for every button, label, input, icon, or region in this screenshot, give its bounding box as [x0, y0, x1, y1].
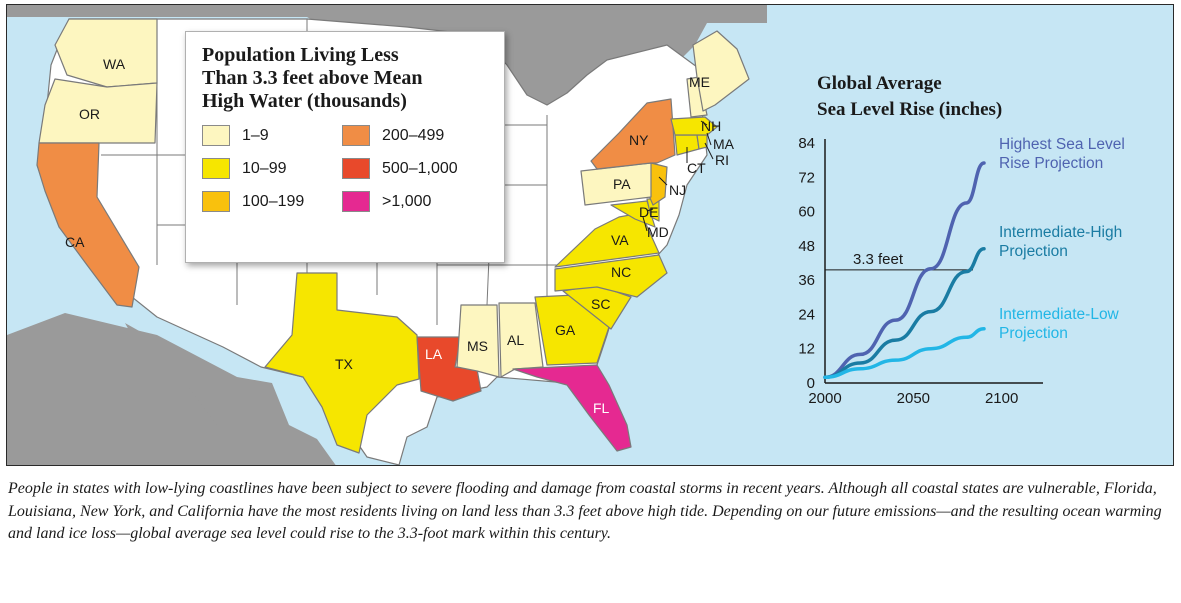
series-label: Intermediate-Low Projection	[999, 306, 1120, 342]
legend-label: 200–499	[382, 126, 445, 144]
legend-label: 1–9	[242, 126, 269, 144]
label-LA: LA	[425, 346, 443, 362]
legend-label: >1,000	[382, 192, 432, 210]
state-FL	[512, 364, 632, 452]
y-tick-label: 36	[798, 272, 815, 289]
x-tick-label: 2100	[985, 390, 1018, 407]
legend-item: >1,000	[342, 191, 492, 212]
chart-title-line: Sea Level Rise (inches)	[817, 99, 1002, 120]
series-label-line: Intermediate-High	[999, 224, 1122, 241]
legend-swatch	[202, 125, 230, 146]
legend-swatch	[342, 158, 370, 179]
label-TX: TX	[335, 356, 354, 372]
y-tick-label: 0	[807, 375, 815, 392]
y-tick-label: 48	[798, 238, 815, 255]
y-tick-label: 84	[798, 135, 815, 152]
threshold-label: 3.3 feet	[853, 251, 904, 268]
state-MA	[670, 116, 718, 136]
legend-item: 1–9	[202, 125, 342, 146]
label-GA: GA	[555, 322, 576, 338]
state-OR	[38, 78, 158, 144]
legend-title: Population Living Less Than 3.3 feet abo…	[202, 44, 423, 112]
series-label: Highest Sea Level Rise Projection	[999, 136, 1125, 172]
label-leader-lines	[642, 120, 714, 232]
map-legend: Population Living Less Than 3.3 feet abo…	[185, 31, 505, 263]
label-OR: OR	[79, 106, 100, 122]
label-FL: FL	[593, 400, 610, 416]
label-ME: ME	[689, 74, 710, 90]
legend-item: 200–499	[342, 125, 492, 146]
x-tick-label: 2000	[808, 390, 841, 407]
series-label-line: Projection	[999, 243, 1068, 260]
legend-item: 500–1,000	[342, 158, 492, 179]
chart-title: Global Average Sea Level Rise (inches)	[817, 73, 1002, 120]
y-tick-label: 24	[798, 306, 815, 323]
state-TX	[264, 272, 420, 454]
legend-swatch	[342, 125, 370, 146]
label-NH: NH	[701, 118, 721, 134]
label-MS: MS	[467, 338, 488, 354]
label-NC: NC	[611, 264, 631, 280]
label-CT: CT	[687, 160, 706, 176]
label-CA: CA	[65, 234, 85, 250]
series-label-line: Highest Sea Level	[999, 136, 1125, 153]
y-tick-label: 72	[798, 169, 815, 186]
baja-peninsula	[125, 323, 244, 465]
label-SC: SC	[591, 296, 610, 312]
label-PA: PA	[613, 176, 631, 192]
state-MS	[456, 304, 500, 378]
legend-swatch	[202, 191, 230, 212]
legend-label: 100–199	[242, 192, 305, 210]
chart-marks: 3.3 feet Highest Sea Level Rise Projection…	[823, 136, 1125, 380]
series-label-line: Intermediate-Low	[999, 306, 1120, 323]
state-NC	[554, 254, 668, 298]
label-MA: MA	[713, 136, 735, 152]
legend-swatch	[342, 191, 370, 212]
chart-title-line: Global Average	[817, 73, 942, 94]
x-tick-label: 2050	[897, 390, 930, 407]
label-VA: VA	[611, 232, 629, 248]
legend-swatch	[202, 158, 230, 179]
series-label: Intermediate-High Projection	[999, 224, 1122, 260]
series-line	[823, 246, 986, 380]
sea-level-chart: Global Average Sea Level Rise (inches) 0 1…	[798, 73, 1125, 407]
label-MD: MD	[647, 224, 669, 240]
label-DE: DE	[639, 204, 658, 220]
label-AL: AL	[507, 332, 524, 348]
state-NY	[590, 98, 676, 170]
legend-label: 10–99	[242, 159, 287, 177]
label-RI: RI	[715, 152, 729, 168]
legend-label: 500–1,000	[382, 159, 458, 177]
legend-item: 100–199	[202, 191, 342, 212]
y-tick-label: 12	[798, 341, 815, 358]
label-NJ: NJ	[669, 182, 686, 198]
y-tick-label: 60	[798, 204, 815, 221]
chart-axes: 0 12 24 36 48 60 72 84 2000 2050 2100	[798, 135, 1043, 407]
legend-item: 10–99	[202, 158, 342, 179]
state-CA	[36, 142, 140, 308]
legend-items: 1–9 200–499 10–99 500–1,000 100–199 >1,000	[202, 125, 488, 212]
series-line	[823, 326, 986, 380]
series-label-line: Rise Projection	[999, 155, 1103, 172]
state-RI	[696, 134, 708, 150]
series-line	[823, 161, 986, 380]
label-NY: NY	[629, 132, 649, 148]
state-ME	[692, 30, 750, 112]
label-WA: WA	[103, 56, 126, 72]
series-label-line: Projection	[999, 325, 1068, 342]
figure-caption: People in states with low-lying coastlin…	[8, 480, 1162, 542]
sea-level-figure: WA OR CA TX LA MS AL GA FL SC NC VA MD D…	[6, 4, 1174, 466]
